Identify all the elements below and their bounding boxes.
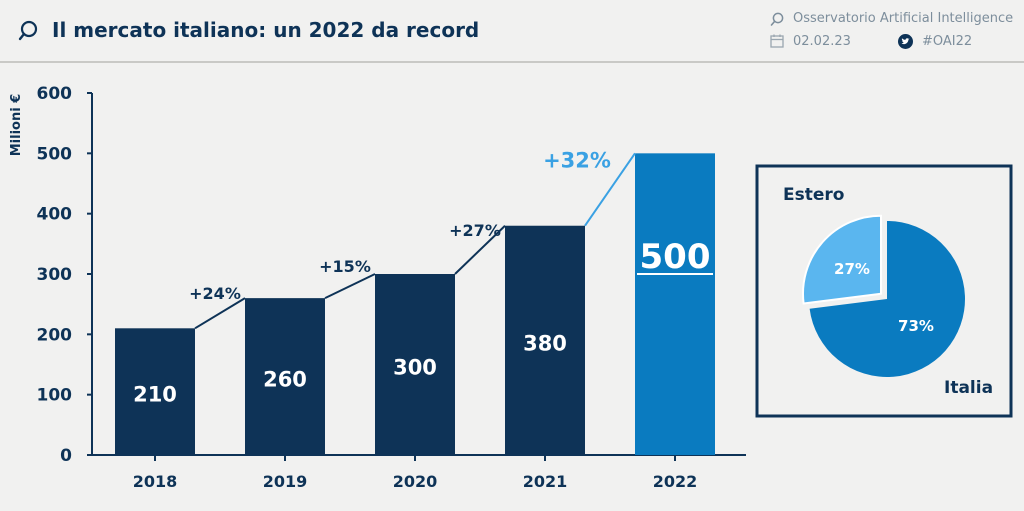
hashtag-label: #OAI22 [922, 34, 973, 49]
data-label: 260 [263, 368, 307, 392]
growth-label: +32% [543, 149, 611, 173]
calendar-icon [770, 34, 784, 48]
y-tick-label: 500 [37, 144, 73, 164]
x-tick-label: 2019 [263, 472, 308, 491]
y-tick-label: 100 [37, 386, 73, 406]
bar-2019 [245, 298, 325, 455]
pie-value-label: 27% [834, 260, 870, 278]
y-tick-label: 300 [37, 265, 73, 285]
bar-2020 [375, 274, 455, 455]
header-divider [0, 61, 1024, 63]
growth-connector [584, 152, 636, 227]
x-tick-label: 2021 [523, 472, 568, 491]
growth-connector [324, 273, 376, 300]
data-label: 380 [523, 331, 567, 355]
pie-slice-estero [802, 214, 882, 305]
date-label: 02.02.23 [793, 34, 851, 49]
y-tick-label: 600 [37, 84, 73, 104]
pie-value-label: 73% [898, 317, 934, 335]
growth-connector [454, 225, 506, 275]
y-tick-label: 400 [37, 205, 73, 225]
y-tick-label: 0 [60, 446, 72, 466]
y-tick-label: 200 [37, 325, 73, 345]
bar-2022 [635, 153, 715, 456]
data-label: 210 [133, 383, 177, 407]
x-tick-label: 2018 [133, 472, 178, 491]
pie-category-label: Estero [783, 185, 844, 205]
chat-search-icon [18, 20, 38, 41]
y-axis-label: Milioni € [9, 94, 24, 157]
page-title: Il mercato italiano: un 2022 da record [52, 18, 480, 42]
bar-2018 [115, 328, 195, 455]
growth-label: +24% [189, 284, 241, 303]
pie-frame [755, 164, 1013, 418]
growth-label: +27% [449, 221, 501, 240]
header: Il mercato italiano: un 2022 da record O… [0, 0, 1024, 62]
chat-search-icon [770, 12, 784, 26]
x-tick-label: 2020 [393, 472, 438, 491]
growth-connector [194, 297, 246, 330]
twitter-icon [898, 34, 913, 49]
bar-2021 [505, 225, 585, 455]
x-tick-label: 2022 [653, 472, 698, 491]
pie-category-label: Italia [944, 378, 993, 398]
pie-slice-italia [809, 221, 965, 377]
organization-label: Osservatorio Artificial Intelligence [793, 11, 1014, 26]
data-label: 300 [393, 356, 437, 380]
data-label: 500 [640, 237, 711, 277]
growth-label: +15% [319, 257, 371, 276]
